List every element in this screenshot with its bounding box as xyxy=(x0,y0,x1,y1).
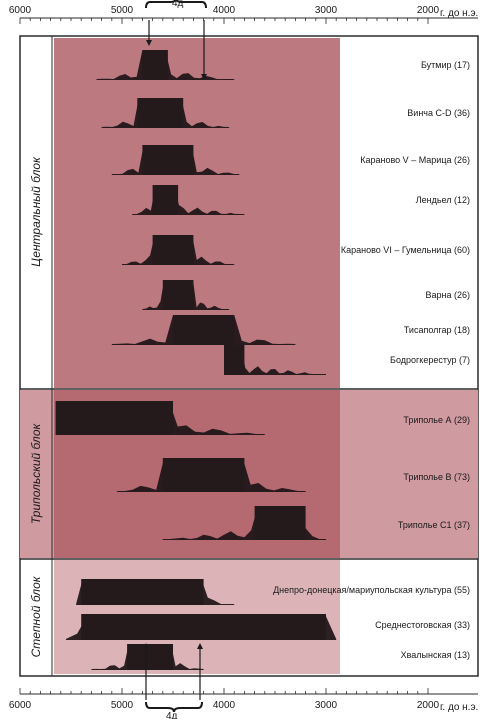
culture-row: Триполье B (73) xyxy=(116,458,470,492)
culture-core-period xyxy=(137,98,184,128)
bottom-tick-label: 4000 xyxy=(213,700,236,711)
bottom-axis-unit: г. до н.э. xyxy=(440,702,478,713)
top-tick-label: 4000 xyxy=(213,5,236,16)
top-axis-unit: г. до н.э. xyxy=(440,8,478,19)
culture-core-period xyxy=(81,579,204,605)
top-tick-label: 2000 xyxy=(417,5,440,16)
culture-core-period xyxy=(142,50,168,80)
culture-label: Триполье А (29) xyxy=(403,415,470,425)
culture-core-period xyxy=(81,614,326,640)
culture-label: Бутмир (17) xyxy=(421,60,470,70)
culture-label: Бодрогкерестур (7) xyxy=(390,355,470,365)
bottom-bracket-label: 4д xyxy=(166,711,178,719)
culture-core-period xyxy=(152,235,194,265)
bottom-tick-label: 3000 xyxy=(315,700,338,711)
culture-row: Караново V – Марица (26) xyxy=(111,145,470,175)
culture-core-period xyxy=(152,185,179,215)
top-bracket-label: 4д xyxy=(172,0,184,9)
bottom-axis: 6000 5000 4000 3000 2000 г. до н.э. xyxy=(9,688,478,713)
top-bracket: 4д xyxy=(145,0,207,9)
culture-label: Караново VI – Гумельница (60) xyxy=(341,245,470,255)
culture-label: Варна (26) xyxy=(426,290,471,300)
diagram-frame xyxy=(19,35,479,677)
culture-core-period xyxy=(224,345,245,375)
culture-core-period xyxy=(254,506,306,540)
culture-row: Варна (26) xyxy=(142,280,470,310)
culture-core-period xyxy=(55,401,174,435)
culture-row: Днепро-донецкая/мариупольская культура (… xyxy=(76,579,470,605)
culture-label: Днепро-донецкая/мариупольская культура (… xyxy=(273,585,470,595)
bottom-bracket: 4д xyxy=(145,701,203,722)
top-tick-label: 5000 xyxy=(111,5,134,16)
culture-label: Лендьел (12) xyxy=(416,195,470,205)
bottom-axis-ticks: 6000 5000 4000 3000 2000 xyxy=(9,688,440,711)
culture-core-period xyxy=(162,280,194,310)
reference-arrows xyxy=(143,20,207,700)
bottom-tick-label: 6000 xyxy=(9,700,32,711)
top-tick-label: 3000 xyxy=(315,5,338,16)
culture-row: Хвалынская (13) xyxy=(91,644,470,670)
culture-core-period xyxy=(162,458,245,492)
culture-label: Тисаполгар (18) xyxy=(404,325,470,335)
culture-row: Тисаполгар (18) xyxy=(111,315,470,345)
culture-label: Хвалынская (13) xyxy=(401,650,470,660)
block-label-trypillia: Трипольский блок xyxy=(29,423,43,525)
culture-label: Триполье C1 (37) xyxy=(398,520,470,530)
culture-label: Винча C-D (36) xyxy=(407,108,470,118)
culture-row: Бутмир (17) xyxy=(96,50,470,80)
culture-row: Лендьел (12) xyxy=(132,185,470,215)
block-label-steppe: Степной блок xyxy=(29,575,43,657)
culture-core-period xyxy=(142,145,194,175)
culture-row: Караново VI – Гумельница (60) xyxy=(122,235,470,265)
culture-label: Среднестоговская (33) xyxy=(375,620,470,630)
top-tick-label: 6000 xyxy=(9,5,32,16)
top-axis: 6000 5000 4000 3000 2000 г. до н.э. xyxy=(9,5,478,24)
bottom-tick-label: 5000 xyxy=(111,700,134,711)
culture-core-period xyxy=(127,644,173,670)
culture-label: Триполье B (73) xyxy=(403,472,470,482)
culture-label: Караново V – Марица (26) xyxy=(360,155,470,165)
bottom-tick-label: 2000 xyxy=(417,700,440,711)
culture-rows: Бутмир (17) Винча C-D (36) Караново V – Ма… xyxy=(55,50,470,670)
culture-row: Триполье C1 (37) xyxy=(162,506,470,540)
culture-row: Триполье А (29) xyxy=(55,401,470,435)
culture-row: Среднестоговская (33) xyxy=(65,614,470,640)
culture-row: Винча C-D (36) xyxy=(101,98,470,128)
culture-row: Бодрогкерестур (7) xyxy=(224,345,470,375)
block-label-central: Центральный блок xyxy=(29,156,43,267)
culture-core-period xyxy=(173,315,235,345)
top-axis-ticks: 6000 5000 4000 3000 2000 xyxy=(9,5,440,24)
